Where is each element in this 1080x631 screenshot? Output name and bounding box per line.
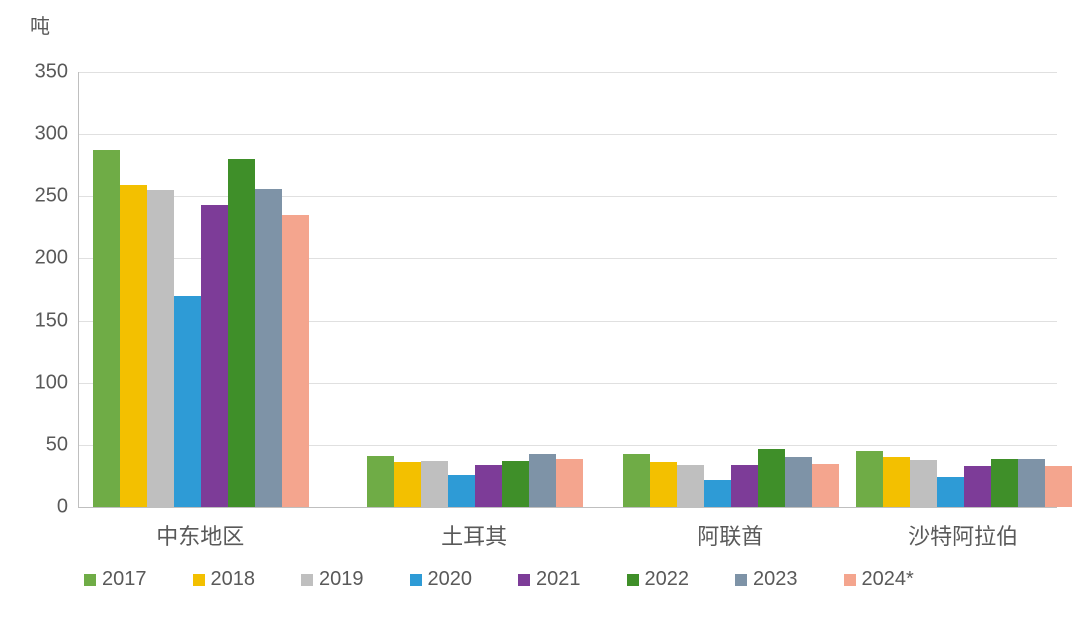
legend-swatch: [627, 574, 639, 586]
legend-item: 2024*: [844, 568, 914, 591]
y-tick-label: 350: [0, 61, 68, 84]
bar: [174, 296, 201, 507]
gridline: [79, 72, 1057, 73]
bar: [856, 451, 883, 507]
y-axis-title: 吨: [30, 10, 50, 39]
legend-item: 2023: [735, 568, 798, 591]
legend-item: 2018: [193, 568, 256, 591]
legend-swatch: [518, 574, 530, 586]
x-category-label: 阿联酋: [697, 519, 763, 551]
bar: [812, 464, 839, 508]
plot-area: [78, 72, 1057, 508]
legend-swatch: [193, 574, 205, 586]
x-category-label: 沙特阿拉伯: [908, 519, 1018, 551]
y-tick-label: 200: [0, 247, 68, 270]
bar: [991, 459, 1018, 507]
bar: [228, 159, 255, 507]
y-tick-label: 50: [0, 433, 68, 456]
legend-label: 2018: [211, 568, 256, 591]
legend-label: 2023: [753, 568, 798, 591]
legend-label: 2022: [645, 568, 690, 591]
bar: [394, 462, 421, 507]
bar: [120, 185, 147, 507]
bar: [255, 189, 282, 507]
legend-swatch: [844, 574, 856, 586]
bar: [201, 205, 228, 507]
bar: [1045, 466, 1072, 507]
gridline: [79, 196, 1057, 197]
bar: [731, 465, 758, 507]
bar: [448, 475, 475, 507]
bar: [529, 454, 556, 507]
legend-item: 2022: [627, 568, 690, 591]
legend-item: 2020: [410, 568, 473, 591]
y-tick-label: 250: [0, 185, 68, 208]
legend-label: 2019: [319, 568, 364, 591]
bar: [475, 465, 502, 507]
legend-swatch: [735, 574, 747, 586]
bar: [367, 456, 394, 507]
bar: [421, 461, 448, 507]
bar: [704, 480, 731, 507]
bar: [502, 461, 529, 507]
bar: [937, 477, 964, 507]
chart-container: 吨 050100150200250300350 中东地区土耳其阿联酋沙特阿拉伯 …: [0, 0, 1080, 631]
y-tick-label: 300: [0, 123, 68, 146]
legend: 2017 2018 2019 2020 2021 2022 2023 2024*: [84, 568, 914, 591]
bar: [282, 215, 309, 507]
bar: [964, 466, 991, 507]
bar: [758, 449, 785, 507]
bar: [883, 457, 910, 507]
legend-label: 2020: [428, 568, 473, 591]
bar: [677, 465, 704, 507]
legend-item: 2021: [518, 568, 581, 591]
x-category-label: 土耳其: [441, 519, 507, 551]
legend-item: 2019: [301, 568, 364, 591]
legend-item: 2017: [84, 568, 147, 591]
gridline: [79, 134, 1057, 135]
bar: [147, 190, 174, 507]
legend-swatch: [84, 574, 96, 586]
bar: [910, 460, 937, 507]
legend-label: 2021: [536, 568, 581, 591]
y-tick-label: 0: [0, 496, 68, 519]
bar: [1018, 459, 1045, 507]
bar: [785, 457, 812, 507]
legend-label: 2017: [102, 568, 147, 591]
bar: [93, 150, 120, 507]
bar: [623, 454, 650, 507]
legend-label: 2024*: [862, 568, 914, 591]
y-tick-label: 150: [0, 309, 68, 332]
bar: [650, 462, 677, 507]
bar: [556, 459, 583, 507]
y-tick-label: 100: [0, 371, 68, 394]
x-category-label: 中东地区: [156, 519, 244, 551]
legend-swatch: [410, 574, 422, 586]
legend-swatch: [301, 574, 313, 586]
